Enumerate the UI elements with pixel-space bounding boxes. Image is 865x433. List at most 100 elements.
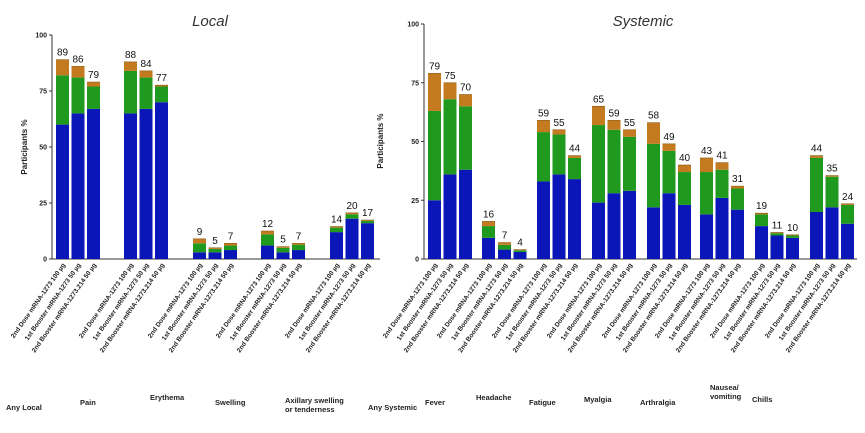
bar-segment-severe bbox=[513, 249, 527, 251]
bar-segment-mild bbox=[568, 179, 581, 259]
y-tick-label: 75 bbox=[39, 89, 47, 96]
bar-segment-severe bbox=[208, 247, 222, 249]
bar-segment-mild bbox=[193, 252, 206, 259]
data-label: 14 bbox=[331, 215, 343, 226]
bar-segment-severe bbox=[292, 243, 305, 245]
bar-segment-severe bbox=[841, 203, 854, 205]
bar-segment-moderate bbox=[513, 250, 527, 252]
bar-segment-moderate bbox=[459, 106, 472, 170]
bar-segment-mild bbox=[459, 169, 472, 259]
bar-segment-severe bbox=[678, 165, 691, 173]
bar-segment-severe bbox=[592, 106, 605, 126]
bar-segment-mild bbox=[498, 249, 511, 259]
data-label: 12 bbox=[262, 219, 274, 230]
bar-segment-moderate bbox=[623, 136, 636, 191]
bar-segment-severe bbox=[345, 212, 359, 215]
bar-segment-moderate bbox=[292, 244, 305, 251]
bar-segment-moderate bbox=[770, 233, 784, 236]
bar-segment-moderate bbox=[56, 75, 69, 125]
data-label: 40 bbox=[679, 153, 691, 164]
bar-segment-mild bbox=[428, 200, 441, 259]
bar-segment-severe bbox=[700, 157, 713, 173]
data-label: 43 bbox=[701, 146, 713, 157]
bar-segment-moderate bbox=[193, 243, 206, 253]
data-label: 4 bbox=[517, 238, 523, 249]
bar-segment-mild bbox=[482, 237, 495, 259]
bar-segment-mild bbox=[224, 250, 237, 259]
data-label: 86 bbox=[72, 54, 84, 65]
bar-segment-severe bbox=[482, 221, 495, 227]
bar-segment-severe bbox=[623, 129, 636, 137]
bar-segment-severe bbox=[443, 82, 457, 100]
bar-segment-moderate bbox=[592, 125, 605, 203]
bar-segment-mild bbox=[700, 214, 713, 259]
bar-segment-mild bbox=[513, 251, 527, 259]
bar-segment-mild bbox=[623, 190, 636, 259]
bar-segment-moderate bbox=[715, 169, 729, 198]
y-axis-label: Participants % bbox=[376, 113, 385, 168]
bar-segment-moderate bbox=[498, 244, 511, 250]
y-tick-label: 25 bbox=[39, 201, 47, 208]
bar-segment-mild bbox=[124, 113, 137, 260]
bar-segment-severe bbox=[770, 232, 784, 234]
bar-segment-severe bbox=[155, 85, 168, 87]
y-tick-label: 75 bbox=[411, 80, 419, 87]
bar-segment-severe bbox=[568, 155, 581, 158]
bar-segment-severe bbox=[330, 226, 343, 228]
bar-segment-moderate bbox=[568, 157, 581, 180]
bar-segment-moderate bbox=[755, 214, 768, 227]
data-label: 19 bbox=[756, 201, 768, 212]
data-label: 31 bbox=[732, 174, 744, 185]
data-label: 49 bbox=[663, 132, 675, 143]
bar-segment-moderate bbox=[361, 220, 374, 224]
group-label: Fatigue bbox=[529, 398, 556, 407]
bar-segment-moderate bbox=[276, 247, 290, 253]
data-label: 44 bbox=[569, 144, 581, 155]
bar-segment-mild bbox=[678, 204, 691, 259]
data-label: 89 bbox=[57, 48, 69, 59]
data-label: 35 bbox=[826, 164, 838, 175]
data-label: 44 bbox=[811, 144, 823, 155]
bar-segment-moderate bbox=[124, 70, 137, 114]
bar-segment-severe bbox=[193, 238, 206, 244]
bar-segment-severe bbox=[224, 243, 237, 246]
bar-segment-mild bbox=[155, 102, 168, 259]
data-label: 9 bbox=[197, 227, 203, 238]
y-tick-label: 25 bbox=[411, 198, 419, 205]
bar-segment-severe bbox=[87, 82, 100, 87]
y-tick-label: 100 bbox=[35, 33, 47, 40]
bar-segment-moderate bbox=[261, 234, 274, 246]
bar-segment-mild bbox=[647, 207, 660, 259]
bar-segment-mild bbox=[87, 108, 100, 259]
data-label: 7 bbox=[228, 231, 234, 242]
bar-segment-mild bbox=[208, 252, 222, 259]
data-label: 7 bbox=[502, 231, 508, 242]
group-label: Fever bbox=[425, 398, 445, 407]
bar-segment-mild bbox=[56, 124, 69, 259]
bar-segment-mild bbox=[71, 113, 85, 260]
data-label: 41 bbox=[716, 151, 728, 162]
bar-segment-severe bbox=[261, 231, 274, 235]
bar-segment-severe bbox=[276, 246, 290, 248]
bar-segment-mild bbox=[537, 181, 550, 259]
y-tick-label: 100 bbox=[407, 22, 419, 29]
bar-segment-mild bbox=[361, 223, 374, 259]
bar-segment-mild bbox=[607, 193, 621, 259]
bar-segment-mild bbox=[443, 174, 457, 259]
bar-segment-mild bbox=[755, 226, 768, 259]
data-label: 7 bbox=[296, 231, 302, 242]
data-label: 79 bbox=[429, 61, 441, 72]
bar-segment-moderate bbox=[647, 143, 660, 208]
bar-segment-severe bbox=[715, 162, 729, 170]
data-label: 59 bbox=[608, 108, 620, 119]
y-tick-label: 0 bbox=[415, 257, 419, 264]
y-tick-label: 0 bbox=[43, 257, 47, 264]
group-label: Myalgia bbox=[584, 395, 612, 404]
data-label: 55 bbox=[624, 118, 636, 129]
bar-segment-severe bbox=[139, 70, 153, 78]
bar-segment-severe bbox=[786, 234, 799, 236]
data-label: 5 bbox=[280, 235, 286, 246]
group-label: Headache bbox=[476, 393, 511, 402]
